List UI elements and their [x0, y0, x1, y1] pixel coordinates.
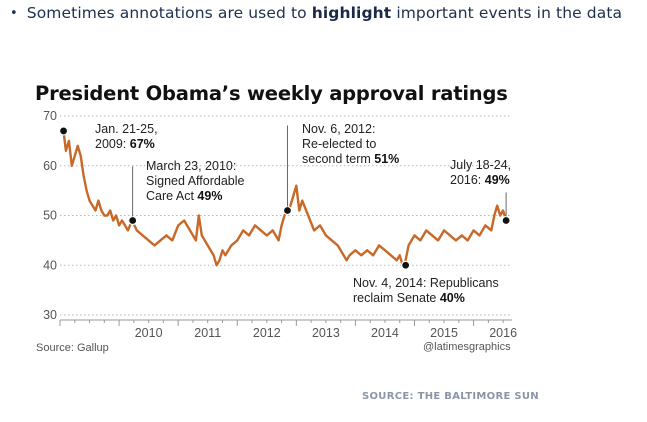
x-tick-label: 2013: [312, 326, 340, 340]
annotation-marker: [282, 205, 293, 216]
annotation-nov-2014: Nov. 4, 2014: Republicans reclaim Senate…: [353, 276, 499, 306]
annotation-line: Nov. 6, 2012:: [302, 122, 376, 136]
annotation-line: July 18-24,: [450, 158, 512, 172]
annotation-marker: [58, 126, 69, 136]
y-tick-label: 60: [43, 159, 57, 173]
x-tick-label: 2010: [135, 326, 163, 340]
annotation-line: second term 51%: [302, 152, 400, 166]
bullet-highlight: highlight: [311, 4, 392, 22]
x-tick-label: 2014: [371, 326, 399, 340]
y-tick-label: 40: [43, 258, 57, 272]
annotation-march-2010: March 23, 2010: Signed Affordable Care A…: [146, 159, 244, 204]
y-tick-label: 50: [43, 209, 57, 223]
annotation-line: Care Act 49%: [146, 189, 223, 203]
chart-source: Source: Gallup: [36, 342, 109, 354]
chart-credit: @latimesgraphics: [423, 341, 511, 353]
annotation-jan-2009: Jan. 21-25, 2009: 67%: [95, 122, 158, 152]
approval-line: [62, 130, 508, 267]
annotation-line: 2016: 49%: [450, 173, 510, 187]
annotation-line: Nov. 4, 2014: Republicans: [353, 276, 499, 290]
annotation-value: 49%: [484, 173, 510, 187]
annotation-value: 49%: [197, 189, 223, 203]
y-tick-label: 30: [43, 308, 57, 322]
x-tick-label: 2015: [430, 326, 458, 340]
chart-title: President Obama’s weekly approval rating…: [35, 82, 508, 105]
bullet-dot: •: [10, 6, 18, 21]
bullet-prefix: Sometimes annotations are used to: [26, 4, 307, 22]
annotation-line: reclaim Senate 40%: [353, 291, 465, 305]
annotation-marker: [128, 215, 138, 226]
annotation-marker: [401, 260, 411, 270]
x-tick-label: 2016: [489, 326, 517, 340]
annotation-line: 2009: 67%: [95, 137, 155, 151]
bullet-text: • Sometimes annotations are used to highl…: [10, 4, 622, 22]
annotation-line: Re-elected to: [302, 137, 377, 151]
annotation-nov-2012: Nov. 6, 2012: Re-elected to second term …: [302, 122, 399, 167]
annotation-marker: [501, 215, 511, 226]
y-tick-label: 70: [43, 109, 57, 123]
slide-footer-source: SOURCE: THE BALTIMORE SUN: [362, 391, 539, 402]
annotation-value: 40%: [439, 291, 465, 305]
annotation-july-2016: July 18-24, 2016: 49%: [450, 158, 511, 188]
annotation-line: March 23, 2010:: [146, 159, 237, 173]
annotation-line: Signed Affordable: [146, 174, 245, 188]
bullet-suffix: important events in the data: [396, 4, 623, 22]
annotation-line: Jan. 21-25,: [95, 122, 158, 136]
annotation-value: 67%: [129, 137, 155, 151]
annotation-value: 51%: [374, 152, 400, 166]
x-tick-label: 2012: [253, 326, 281, 340]
x-tick-label: 2011: [194, 326, 221, 340]
